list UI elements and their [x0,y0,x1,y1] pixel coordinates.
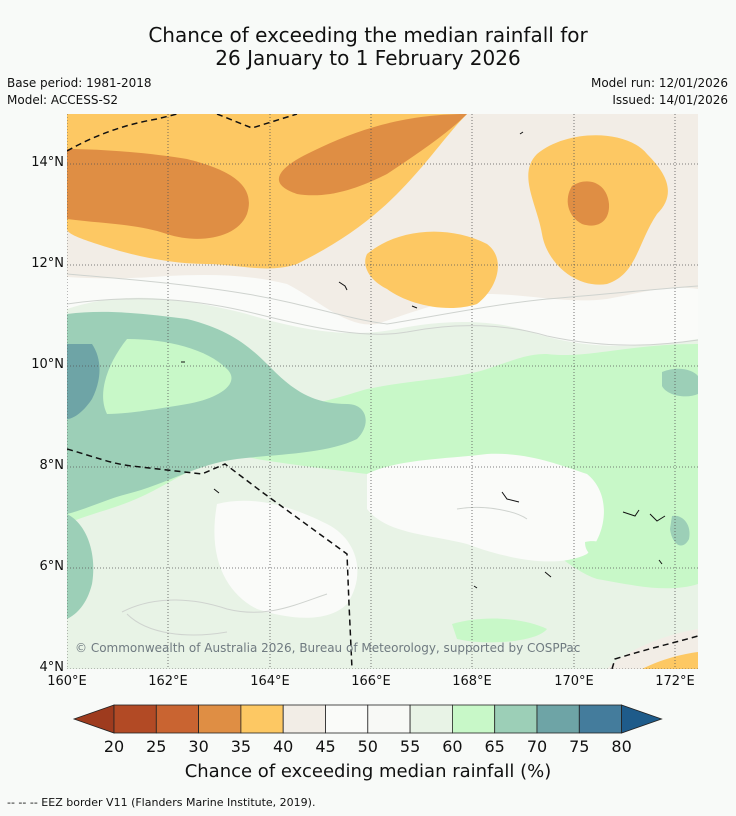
colorbar-segment-30-35 [198,704,242,734]
lon-label-168e: 168°E [452,674,492,689]
colorbar-tick-65: 65 [484,737,505,756]
map-canvas [67,114,698,669]
band-70-75-west [67,514,94,619]
copyright-notice: © Commonwealth of Australia 2026, Bureau… [75,641,581,655]
colorbar-segment-20-25 [113,704,157,734]
colorbar-segment-50-55 [367,704,411,734]
band-35-40-central [365,231,498,309]
lat-label-4n: 4°N [39,660,65,675]
colorbar-segment-75-80 [578,704,622,734]
lon-label-172e: 172°E [655,674,695,689]
islands [181,131,666,589]
eez-borders [67,114,698,669]
contour-lines [67,273,698,636]
colorbar-segment-60-65 [451,704,496,734]
colorbar-segment-70-75 [536,704,580,734]
band-65-70-dot [585,541,608,557]
issued-date: Issued: 14/01/2026 [612,93,728,107]
colorbar-tick-55: 55 [399,737,421,756]
colorbar-tick-30: 30 [188,737,209,756]
band-70-75-east [662,368,698,397]
colorbar-segment-65-70 [494,704,538,734]
colorbar [72,704,663,734]
colorbar-tick-35: 35 [230,737,252,756]
colorbar-arrow-below-20 [72,704,115,734]
band-65-70-inner [103,339,232,414]
band-70-75-southeast [670,515,690,546]
band-35-40-corner [642,652,698,669]
band-50-55-southwest [214,500,358,618]
model-name: Model: ACCESS-S2 [7,93,119,107]
model-run: Model run: 12/01/2026 [590,76,728,90]
eez-footnote: -- -- -- EEZ border V11 (Flanders Marine… [7,796,316,809]
rainfall-map: © Commonwealth of Australia 2026, Bureau… [67,114,698,669]
lat-label-10n: 10°N [31,357,64,372]
colorbar-title: Chance of exceeding median rainfall (%) [184,761,552,782]
colorbar-segment-55-60 [409,704,453,734]
lon-label-162e: 162°E [148,674,188,689]
chart-title-line-2: 26 January to 1 February 2026 [215,46,521,70]
colorbar-segment-45-50 [325,704,369,734]
colorbar-tick-50: 50 [357,737,378,756]
colorbar-arrow-above-80 [621,704,663,734]
lat-label-6n: 6°N [39,559,65,574]
band-30-35-east [567,181,610,226]
lon-label-164e: 164°E [250,674,290,689]
band-75-80 [67,344,100,419]
lon-label-160e: 160°E [47,674,87,689]
lat-label-14n: 14°N [31,155,64,170]
colorbar-tick-60: 60 [442,737,463,756]
colorbar-tick-20: 20 [103,737,125,756]
colorbar-segment-35-40 [240,704,284,734]
lon-label-170e: 170°E [554,674,594,689]
colorbar-tick-70: 70 [526,737,548,756]
chart-title-line-1: Chance of exceeding the median rainfall … [148,23,588,47]
colorbar-segment-40-45 [282,704,326,734]
lon-label-166e: 166°E [351,674,391,689]
lat-label-12n: 12°N [31,256,64,271]
band-65-70-small [452,618,547,643]
band-30-35 [67,149,249,239]
base-period: Base period: 1981-2018 [7,76,152,90]
colorbar-segment-25-30 [155,704,200,734]
colorbar-tick-25: 25 [146,737,167,756]
colorbar-tick-80: 80 [611,737,632,756]
lat-label-8n: 8°N [39,458,65,473]
band-30-35-north [278,114,467,196]
colorbar-tick-40: 40 [273,737,294,756]
graticule [67,114,698,669]
colorbar-tick-45: 45 [315,737,336,756]
colorbar-tick-75: 75 [569,737,590,756]
